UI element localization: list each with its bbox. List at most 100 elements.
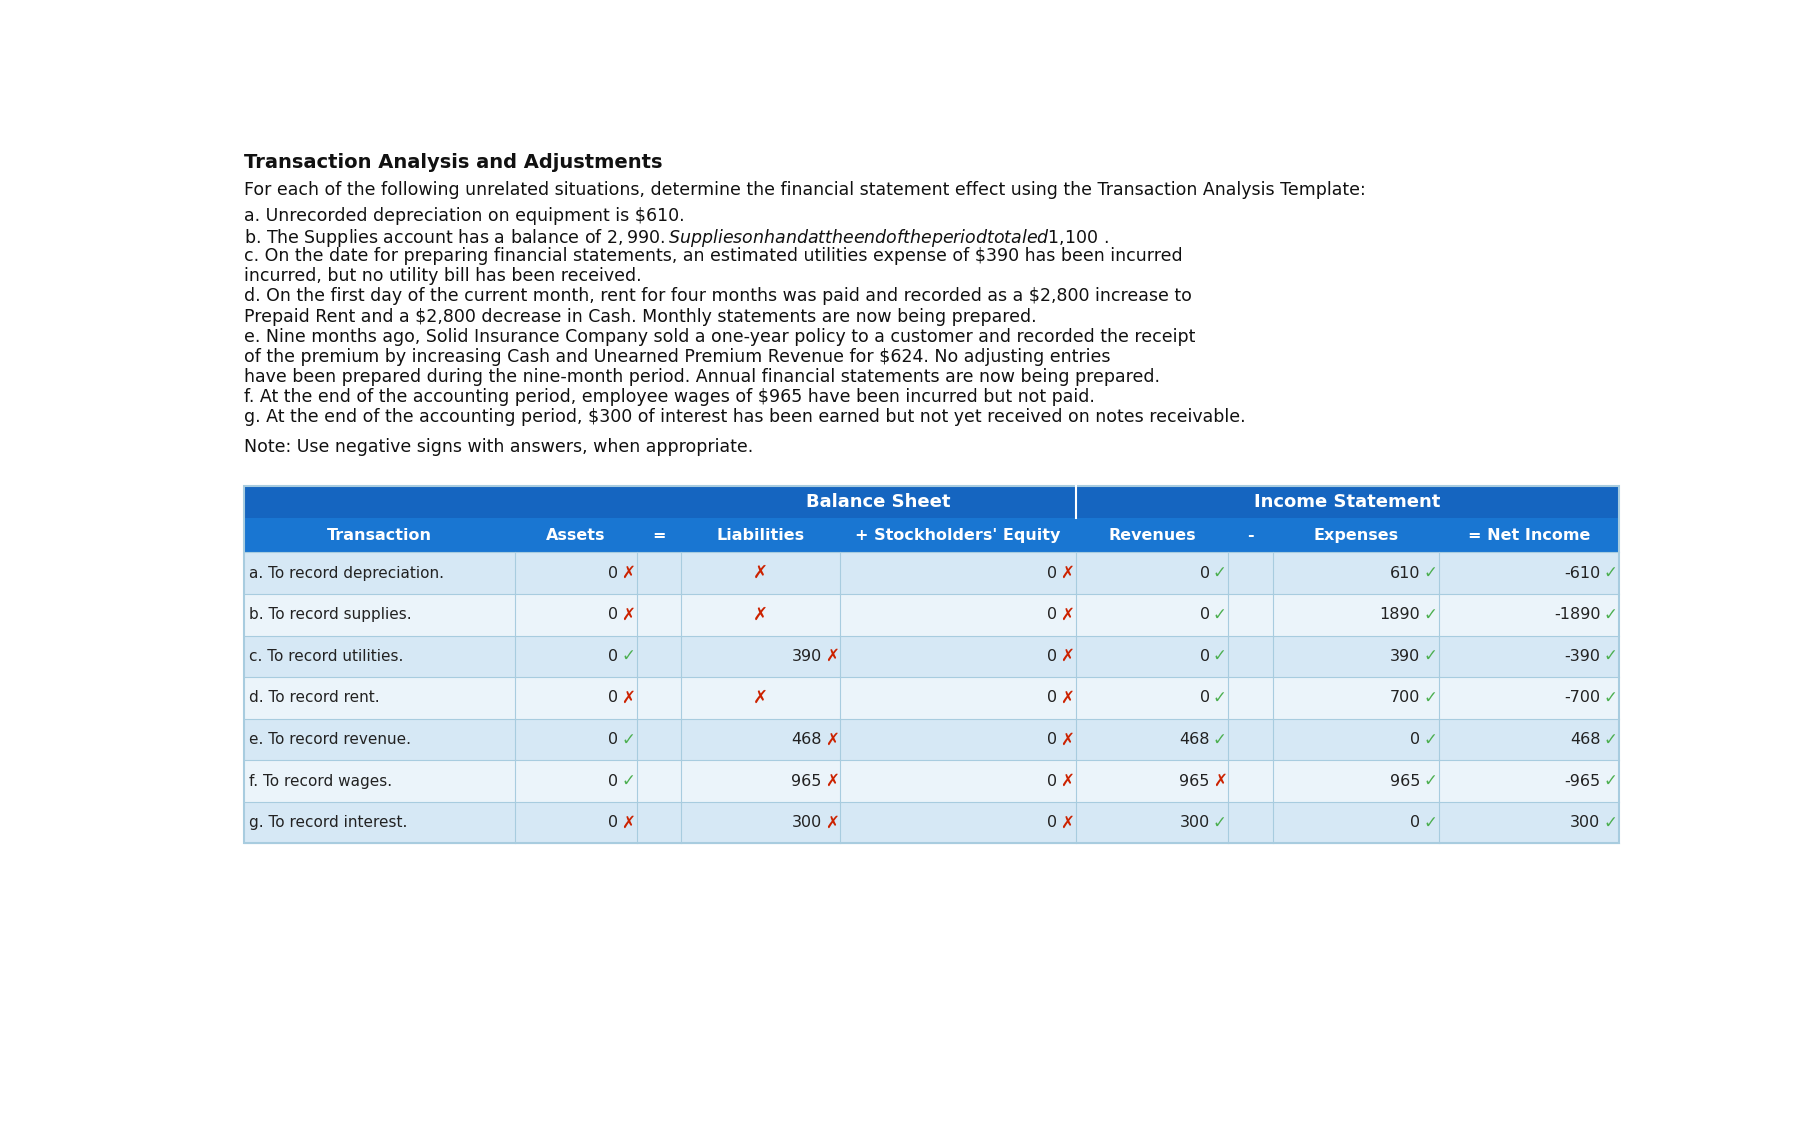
Text: ✓: ✓: [1603, 564, 1618, 583]
Text: ✓: ✓: [1213, 648, 1227, 666]
Text: ✗: ✗: [825, 772, 838, 790]
Text: -1890: -1890: [1554, 608, 1600, 622]
Text: 468: 468: [791, 732, 822, 747]
Text: ✓: ✓: [622, 648, 634, 666]
Text: 0: 0: [1047, 691, 1058, 706]
Text: 965: 965: [1391, 774, 1420, 789]
Text: a. Unrecorded depreciation on equipment is $610.: a. Unrecorded depreciation on equipment …: [244, 207, 685, 225]
Text: g. To record interest.: g. To record interest.: [249, 815, 407, 830]
Text: 468: 468: [1571, 732, 1600, 747]
Text: b. The Supplies account has a balance of $2,990. Supplies on hand at the end of : b. The Supplies account has a balance of…: [244, 228, 1109, 249]
Text: 0: 0: [1047, 815, 1058, 830]
Text: 0: 0: [1411, 732, 1420, 747]
Text: ✓: ✓: [1423, 772, 1438, 790]
Text: Transaction: Transaction: [327, 528, 433, 543]
Text: 0: 0: [1047, 649, 1058, 663]
Text: 0: 0: [607, 774, 618, 789]
Text: ✗: ✗: [825, 731, 838, 749]
Text: Balance Sheet: Balance Sheet: [805, 493, 951, 511]
Text: g. At the end of the accounting period, $300 of interest has been earned but not: g. At the end of the accounting period, …: [244, 407, 1245, 426]
Text: ✓: ✓: [1423, 648, 1438, 666]
Text: ✗: ✗: [622, 605, 634, 624]
Text: Prepaid Rent and a $2,800 decrease in Cash. Monthly statements are now being pre: Prepaid Rent and a $2,800 decrease in Ca…: [244, 307, 1036, 325]
Text: ✗: ✗: [1060, 564, 1074, 583]
Text: Transaction Analysis and Adjustments: Transaction Analysis and Adjustments: [244, 154, 664, 173]
Text: 0: 0: [1411, 815, 1420, 830]
Text: ✗: ✗: [622, 564, 634, 583]
Text: 0: 0: [1047, 732, 1058, 747]
Text: ✗: ✗: [622, 688, 634, 707]
Text: 0: 0: [607, 732, 618, 747]
Text: Liabilities: Liabilities: [716, 528, 805, 543]
Text: ✓: ✓: [1213, 564, 1227, 583]
FancyBboxPatch shape: [244, 486, 1620, 519]
Text: ✓: ✓: [1603, 605, 1618, 624]
Text: 0: 0: [607, 566, 618, 580]
Text: 300: 300: [791, 815, 822, 830]
Text: -700: -700: [1565, 691, 1600, 706]
Text: ✗: ✗: [1060, 731, 1074, 749]
Text: -390: -390: [1565, 649, 1600, 663]
Text: ✓: ✓: [622, 772, 634, 790]
FancyBboxPatch shape: [244, 519, 1620, 552]
Text: a. To record depreciation.: a. To record depreciation.: [249, 566, 444, 580]
Text: 965: 965: [791, 774, 822, 789]
Text: ✗: ✗: [825, 814, 838, 832]
Text: Note: Use negative signs with answers, when appropriate.: Note: Use negative signs with answers, w…: [244, 438, 753, 456]
FancyBboxPatch shape: [244, 635, 1620, 677]
Text: 390: 390: [791, 649, 822, 663]
Text: ✓: ✓: [1603, 814, 1618, 832]
Text: e. To record revenue.: e. To record revenue.: [249, 732, 411, 747]
Text: 610: 610: [1391, 566, 1420, 580]
Text: + Stockholders' Equity: + Stockholders' Equity: [856, 528, 1060, 543]
Text: 0: 0: [1200, 649, 1209, 663]
Text: 0: 0: [607, 649, 618, 663]
Text: 0: 0: [607, 815, 618, 830]
Text: f. To record wages.: f. To record wages.: [249, 774, 393, 789]
Text: have been prepared during the nine-month period. Annual financial statements are: have been prepared during the nine-month…: [244, 368, 1160, 386]
Text: 0: 0: [1200, 566, 1209, 580]
FancyBboxPatch shape: [244, 552, 1620, 594]
Text: Assets: Assets: [545, 528, 605, 543]
Text: ✗: ✗: [1060, 688, 1074, 707]
Text: ✗: ✗: [622, 814, 634, 832]
Text: c. To record utilities.: c. To record utilities.: [249, 649, 404, 663]
Text: ✓: ✓: [1603, 731, 1618, 749]
Text: 965: 965: [1180, 774, 1209, 789]
Text: -610: -610: [1563, 566, 1600, 580]
FancyBboxPatch shape: [244, 677, 1620, 719]
Text: d. On the first day of the current month, rent for four months was paid and reco: d. On the first day of the current month…: [244, 288, 1193, 305]
Text: ✗: ✗: [1060, 772, 1074, 790]
Text: 468: 468: [1180, 732, 1209, 747]
Text: 390: 390: [1391, 649, 1420, 663]
Text: ✓: ✓: [1213, 688, 1227, 707]
Text: ✗: ✗: [753, 564, 769, 583]
Text: 0: 0: [607, 608, 618, 622]
Text: 0: 0: [1200, 691, 1209, 706]
Text: 0: 0: [1047, 566, 1058, 580]
Text: 1890: 1890: [1380, 608, 1420, 622]
Text: f. At the end of the accounting period, employee wages of $965 have been incurre: f. At the end of the accounting period, …: [244, 388, 1094, 405]
Text: ✓: ✓: [1213, 605, 1227, 624]
Text: ✓: ✓: [1423, 688, 1438, 707]
Text: ✓: ✓: [1603, 688, 1618, 707]
Text: ✓: ✓: [1423, 605, 1438, 624]
Text: = Net Income: = Net Income: [1467, 528, 1591, 543]
Text: ✗: ✗: [1060, 814, 1074, 832]
Text: ✗: ✗: [753, 688, 769, 707]
Text: ✓: ✓: [1603, 772, 1618, 790]
Text: of the premium by increasing Cash and Unearned Premium Revenue for $624. No adju: of the premium by increasing Cash and Un…: [244, 347, 1111, 365]
Text: incurred, but no utility bill has been received.: incurred, but no utility bill has been r…: [244, 267, 642, 286]
Text: 0: 0: [607, 691, 618, 706]
Text: ✗: ✗: [1060, 605, 1074, 624]
Text: Income Statement: Income Statement: [1254, 493, 1440, 511]
Text: 300: 300: [1180, 815, 1209, 830]
Text: ✗: ✗: [1213, 772, 1227, 790]
Text: Revenues: Revenues: [1109, 528, 1196, 543]
Text: b. To record supplies.: b. To record supplies.: [249, 608, 411, 622]
FancyBboxPatch shape: [244, 719, 1620, 760]
Text: ✗: ✗: [1060, 648, 1074, 666]
Text: ✓: ✓: [1603, 648, 1618, 666]
Text: ✗: ✗: [753, 605, 769, 624]
Text: 0: 0: [1047, 774, 1058, 789]
